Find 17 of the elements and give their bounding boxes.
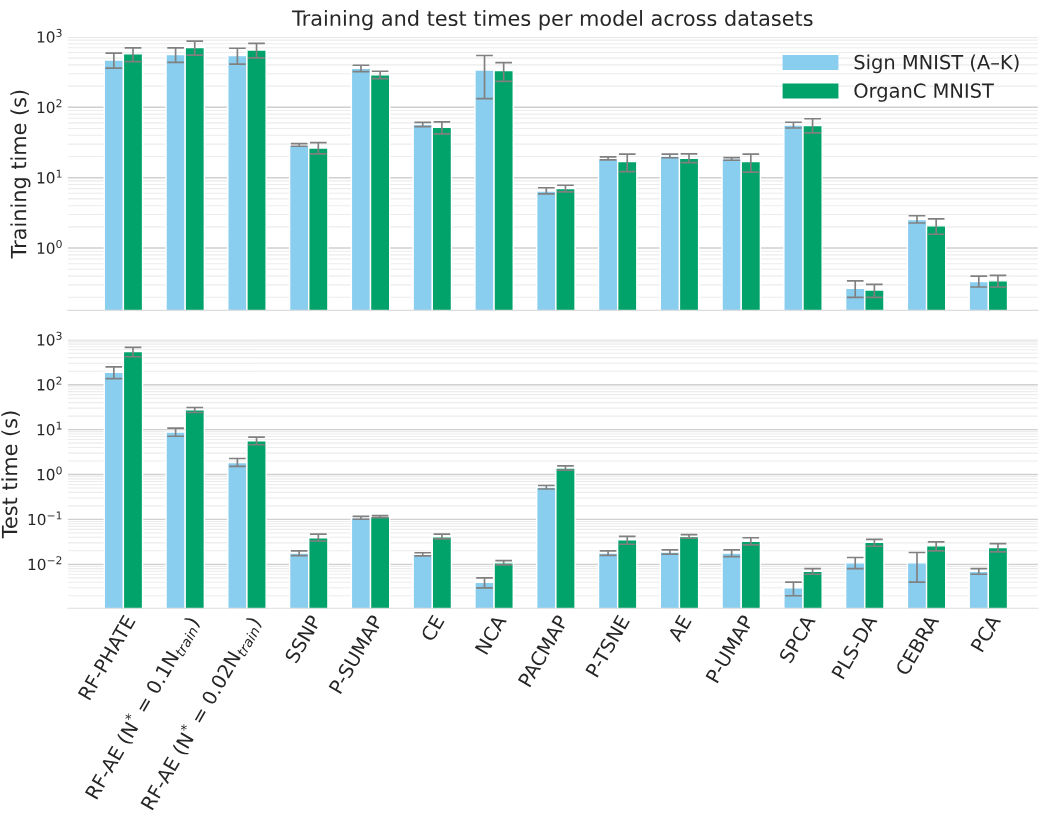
y-tick-label: 10$^{3}$: [37, 331, 62, 346]
y-tick-label: 10$^{2}$: [37, 376, 62, 391]
y-tick-label: 10$^{1}$: [37, 421, 62, 436]
legend-label: OrganC MNIST: [854, 83, 994, 102]
legend-label: Sign MNIST (A–K): [854, 54, 1019, 74]
y-axis-title: Test time (s): [1, 411, 20, 539]
y-axis-title: Training time (s): [10, 90, 31, 259]
y-tick-label: 10$^{2}$: [37, 99, 62, 114]
x-tick-label: CE: [420, 614, 445, 643]
x-tick-label: AE: [667, 614, 692, 643]
chart-title: Training and test times per model across datasets: [291, 9, 813, 31]
y-tick-label: 10$^{0}$: [37, 466, 62, 481]
y-tick-label: 10$^{0}$: [37, 239, 62, 254]
y-tick-label: 10$^{−2}$: [28, 556, 62, 571]
y-tick-label: 10$^{3}$: [37, 28, 62, 43]
y-tick-label: 10$^{−1}$: [28, 511, 62, 526]
y-tick-label: 10$^{1}$: [37, 169, 62, 184]
